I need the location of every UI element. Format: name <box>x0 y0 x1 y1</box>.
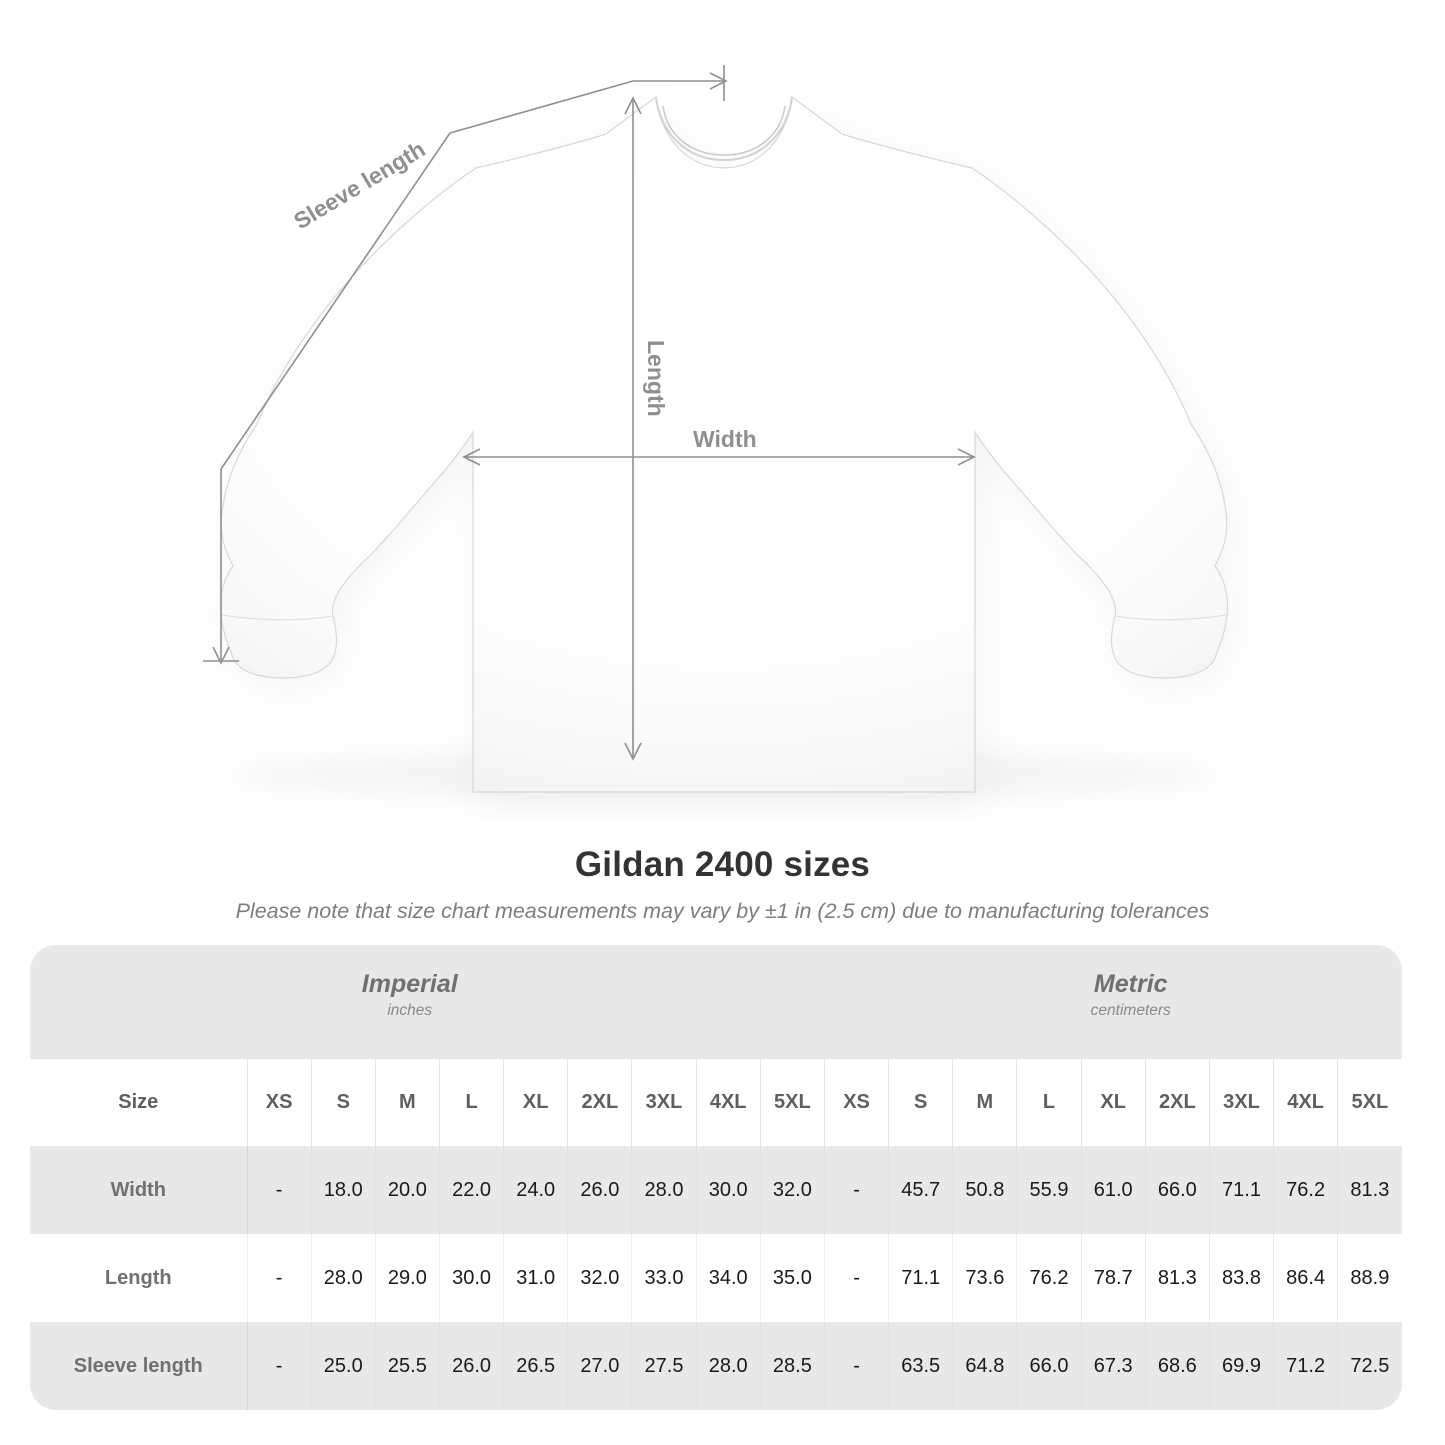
svg-text:Width: Width <box>693 426 757 452</box>
svg-text:Sleeve length: Sleeve length <box>289 136 429 235</box>
svg-text:Length: Length <box>643 340 669 417</box>
